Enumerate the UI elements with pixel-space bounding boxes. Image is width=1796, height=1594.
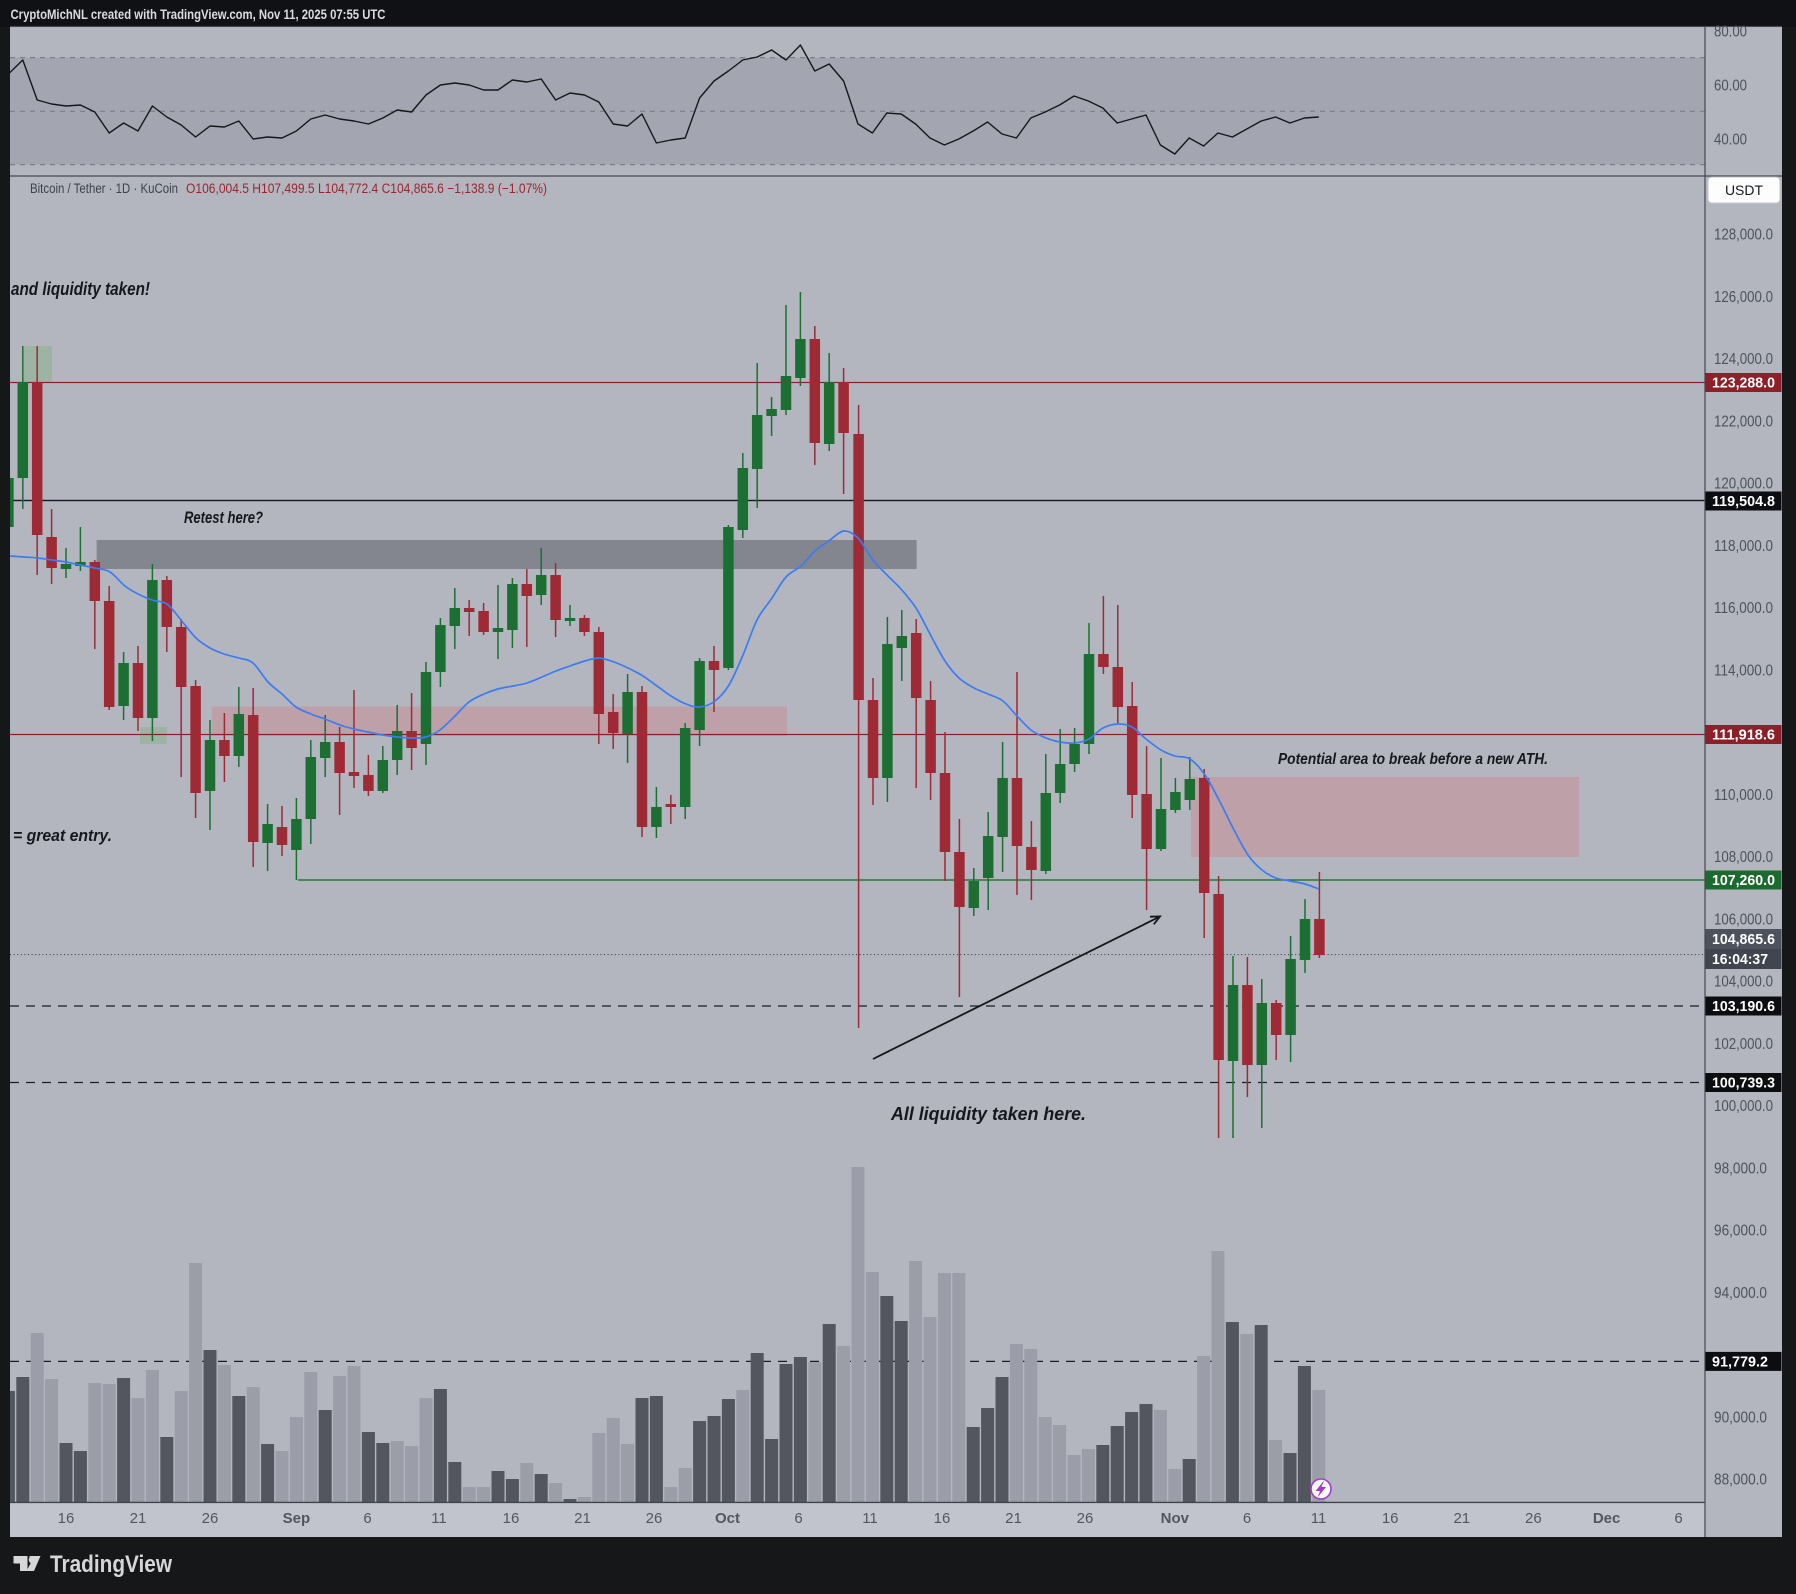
svg-text:21: 21 xyxy=(1005,1510,1022,1527)
svg-text:108,000.0: 108,000.0 xyxy=(1714,849,1773,866)
svg-text:40.00: 40.00 xyxy=(1714,131,1747,148)
svg-text:6: 6 xyxy=(794,1510,802,1527)
svg-text:O106,004.5 H107,499.5 L104,772: O106,004.5 H107,499.5 L104,772.4 C104,86… xyxy=(186,181,547,196)
svg-text:107,260.0: 107,260.0 xyxy=(1712,872,1775,889)
svg-text:6: 6 xyxy=(1243,1510,1251,1527)
svg-text:All liquidity taken here.: All liquidity taken here. xyxy=(890,1104,1086,1124)
svg-text:126,000.0: 126,000.0 xyxy=(1714,289,1773,306)
svg-text:Bitcoin / Tether · 1D · KuCoin: Bitcoin / Tether · 1D · KuCoin xyxy=(30,181,178,196)
svg-text:26: 26 xyxy=(646,1510,663,1527)
svg-text:USDT: USDT xyxy=(1725,182,1764,198)
svg-text:104,000.0: 104,000.0 xyxy=(1714,974,1773,991)
svg-text:11: 11 xyxy=(1311,1510,1327,1527)
svg-text:Dec: Dec xyxy=(1593,1510,1621,1527)
svg-text:16: 16 xyxy=(1382,1510,1399,1527)
svg-text:110,000.0: 110,000.0 xyxy=(1714,787,1773,804)
svg-text:104,865.6: 104,865.6 xyxy=(1712,931,1775,948)
svg-text:Sep: Sep xyxy=(283,1510,311,1527)
svg-text:6: 6 xyxy=(363,1510,371,1527)
svg-text:128,000.0: 128,000.0 xyxy=(1714,227,1773,244)
svg-text:88,000.0: 88,000.0 xyxy=(1714,1472,1767,1489)
svg-text:80.00: 80.00 xyxy=(1714,24,1747,41)
svg-text:106,000.0: 106,000.0 xyxy=(1714,911,1773,928)
svg-text:26: 26 xyxy=(1077,1510,1094,1527)
svg-text:103,190.6: 103,190.6 xyxy=(1712,998,1775,1015)
svg-text:6: 6 xyxy=(1674,1510,1682,1527)
svg-text:100,000.0: 100,000.0 xyxy=(1714,1098,1773,1115)
svg-text:102,000.0: 102,000.0 xyxy=(1714,1036,1773,1053)
svg-text:26: 26 xyxy=(1525,1510,1542,1527)
svg-text:16:04:37: 16:04:37 xyxy=(1712,951,1768,968)
svg-text:16: 16 xyxy=(503,1510,520,1527)
svg-text:111,918.6: 111,918.6 xyxy=(1712,727,1775,744)
svg-text:Retest here?: Retest here? xyxy=(184,508,263,527)
svg-text:26: 26 xyxy=(202,1510,219,1527)
svg-text:11: 11 xyxy=(862,1510,878,1527)
svg-text:96,000.0: 96,000.0 xyxy=(1714,1223,1767,1240)
svg-text:90,000.0: 90,000.0 xyxy=(1714,1409,1767,1426)
svg-text:16: 16 xyxy=(58,1510,75,1527)
svg-text:= great entry.: = great entry. xyxy=(13,826,112,845)
svg-text:91,779.2: 91,779.2 xyxy=(1712,1353,1768,1370)
svg-text:98,000.0: 98,000.0 xyxy=(1714,1160,1767,1177)
svg-text:11: 11 xyxy=(431,1510,447,1527)
svg-text:114,000.0: 114,000.0 xyxy=(1714,662,1773,679)
svg-text:120,000.0: 120,000.0 xyxy=(1714,476,1773,493)
svg-text:21: 21 xyxy=(130,1510,147,1527)
svg-text:21: 21 xyxy=(574,1510,591,1527)
svg-text:CryptoMichNL created with Trad: CryptoMichNL created with TradingView.co… xyxy=(11,7,386,22)
svg-text:118,000.0: 118,000.0 xyxy=(1714,538,1773,555)
svg-text:and liquidity taken!: and liquidity taken! xyxy=(11,279,150,299)
svg-text:60.00: 60.00 xyxy=(1714,78,1747,95)
svg-text:TradingView: TradingView xyxy=(50,1551,173,1578)
svg-text:123,288.0: 123,288.0 xyxy=(1712,375,1775,392)
svg-text:119,504.8: 119,504.8 xyxy=(1712,493,1775,510)
svg-text:94,000.0: 94,000.0 xyxy=(1714,1285,1767,1302)
svg-text:21: 21 xyxy=(1453,1510,1470,1527)
svg-text:116,000.0: 116,000.0 xyxy=(1714,600,1773,617)
svg-text:Nov: Nov xyxy=(1161,1510,1190,1527)
svg-text:122,000.0: 122,000.0 xyxy=(1714,413,1773,430)
svg-text:Oct: Oct xyxy=(715,1510,740,1527)
svg-text:124,000.0: 124,000.0 xyxy=(1714,351,1773,368)
svg-text:16: 16 xyxy=(934,1510,951,1527)
svg-text:Potential area to break before: Potential area to break before a new ATH… xyxy=(1278,751,1548,768)
svg-text:100,739.3: 100,739.3 xyxy=(1712,1075,1775,1092)
